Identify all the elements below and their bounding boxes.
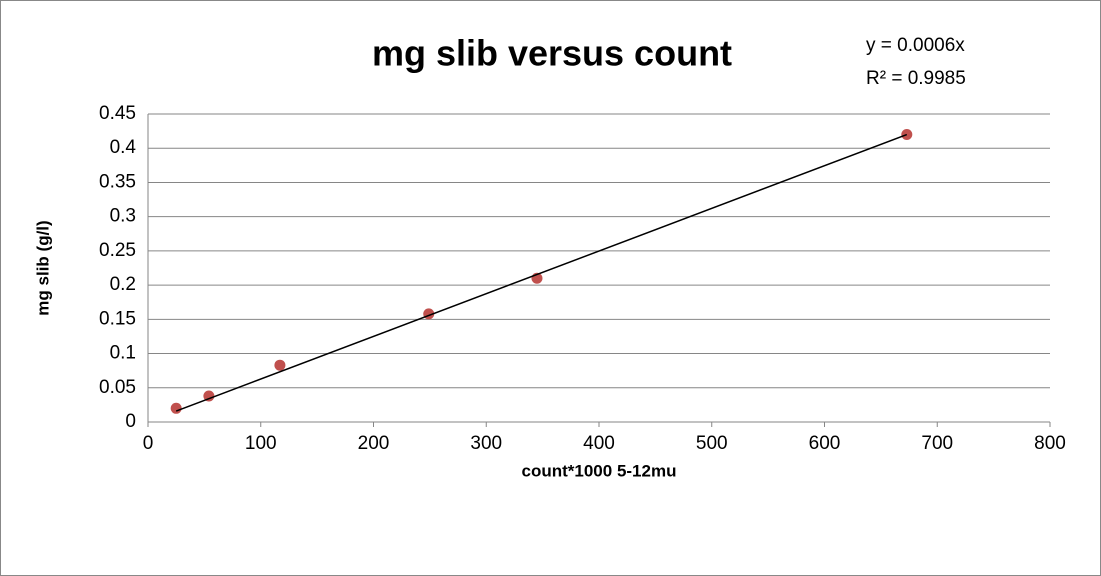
x-tick-label: 300 [470,433,502,454]
trendline-equation: y = 0.0006x [866,35,965,56]
y-tick-label: 0.25 [99,240,136,261]
point [170,402,182,414]
x-axis-label: count*1000 5-12mu [522,461,677,480]
chart-title: mg slib versus count [372,33,732,74]
x-tick-label: 100 [245,433,277,454]
x-tick-label: 500 [696,433,728,454]
x-tick-label: 700 [921,433,953,454]
trendline [175,133,908,412]
y-tick-label: 0.4 [110,137,137,158]
y-tick-label: 0.05 [99,377,136,398]
y-tick-label: 0.2 [110,274,136,295]
x-tick-label: 600 [809,433,841,454]
y-tick-label: 0.1 [110,343,136,364]
x-tick-label: 800 [1034,433,1066,454]
x-tick-label: 0 [143,433,154,454]
x-tick-label: 200 [358,433,390,454]
y-tick-label: 0.3 [110,206,136,227]
y-tick-label: 0.45 [99,103,136,124]
point [203,390,215,402]
trendline-r-squared: R² = 0.9985 [866,68,966,89]
point [274,359,286,371]
y-tick-label: 0.35 [99,171,136,192]
y-axis-label: mg slib (g/l) [33,220,52,315]
x-tick-label: 400 [583,433,615,454]
y-tick-label: 0.15 [99,308,136,329]
y-tick-label: 0 [125,411,136,432]
